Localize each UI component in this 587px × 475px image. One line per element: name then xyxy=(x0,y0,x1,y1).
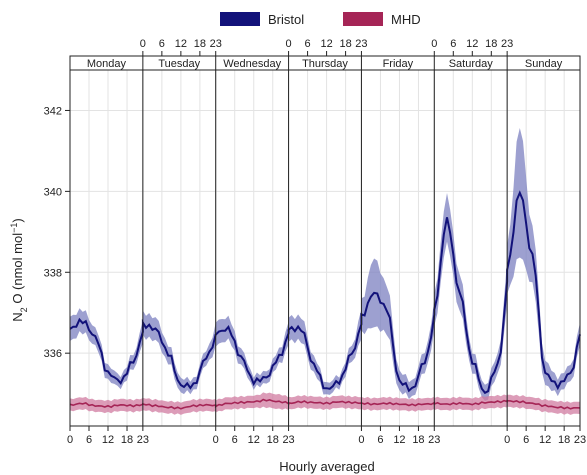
x-tick-label: 6 xyxy=(232,434,238,446)
day-strips: Monday Tuesday Wednesday Thursday Friday Satu… xyxy=(69,55,581,71)
x-tick-label: 0 xyxy=(140,38,146,50)
grid xyxy=(69,70,581,426)
legend-swatch-bristol xyxy=(220,12,260,26)
plot-border xyxy=(69,69,581,427)
x-tick-label: 12 xyxy=(466,38,478,50)
legend-label-bristol: Bristol xyxy=(268,12,304,27)
y-tick-label: 338 xyxy=(44,267,62,279)
x-tick-label: 6 xyxy=(305,38,311,50)
x-tick-label: 18 xyxy=(339,38,351,50)
x-tick-label: 0 xyxy=(431,38,437,50)
x-tick-label: 0 xyxy=(286,38,292,50)
day-label-saturday: Saturday xyxy=(449,58,494,70)
x-tick-label: 12 xyxy=(320,38,332,50)
x-tick-label: 12 xyxy=(248,434,260,446)
x-tick-label: 18 xyxy=(485,38,497,50)
x-tick-label: 23 xyxy=(355,38,367,50)
x-tick-label: 18 xyxy=(412,434,424,446)
x-tick-label: 6 xyxy=(159,38,165,50)
x-axis-bottom: 0 6 12 18 23 0 6 12 18 23 0 6 12 18 23 0 6 12 18 23 xyxy=(67,426,586,446)
line-mhd xyxy=(69,398,581,410)
x-tick-label: 12 xyxy=(175,38,187,50)
x-tick-label: 0 xyxy=(358,434,364,446)
x-tick-label: 23 xyxy=(428,434,440,446)
x-tick-label: 12 xyxy=(539,434,551,446)
day-label-monday: Monday xyxy=(87,58,127,70)
x-tick-label: 18 xyxy=(558,434,570,446)
series-lines xyxy=(69,190,581,410)
day-label-wednesday: Wednesday xyxy=(223,58,281,70)
y-axis-label: N2 O (nmol mol−1) xyxy=(9,218,29,321)
x-tick-label: 6 xyxy=(450,38,456,50)
x-tick-label: 23 xyxy=(210,38,222,50)
y-tick-label: 340 xyxy=(44,186,62,198)
x-tick-label: 23 xyxy=(137,434,149,446)
legend-label-mhd: MHD xyxy=(391,12,421,27)
x-tick-label: 23 xyxy=(574,434,586,446)
x-tick-label: 0 xyxy=(504,434,510,446)
day-label-friday: Friday xyxy=(383,58,414,70)
x-tick-label: 6 xyxy=(377,434,383,446)
uncertainty-bands xyxy=(70,128,580,415)
x-axis-label: Hourly averaged xyxy=(279,459,374,474)
x-tick-label: 12 xyxy=(393,434,405,446)
x-tick-label: 12 xyxy=(102,434,114,446)
x-axis-top: 0 6 12 18 23 0 6 12 18 23 0 6 12 18 23 xyxy=(140,38,513,56)
x-tick-label: 0 xyxy=(213,434,219,446)
band-bristol xyxy=(70,128,580,401)
x-tick-label: 18 xyxy=(121,434,133,446)
x-tick-label: 23 xyxy=(501,38,513,50)
x-tick-label: 18 xyxy=(194,38,206,50)
day-label-thursday: Thursday xyxy=(302,58,348,70)
x-tick-label: 6 xyxy=(86,434,92,446)
y-tick-label: 336 xyxy=(44,348,62,360)
legend-swatch-mhd xyxy=(343,12,383,26)
plot-frame xyxy=(69,56,581,427)
day-strip-bar xyxy=(69,55,581,71)
y-axis: 336 338 340 342 xyxy=(44,105,70,360)
x-tick-label: 23 xyxy=(282,434,294,446)
y-tick-label: 342 xyxy=(44,105,62,117)
x-tick-label: 0 xyxy=(67,434,73,446)
day-label-sunday: Sunday xyxy=(525,58,563,70)
line-bristol xyxy=(69,190,581,395)
x-tick-label: 18 xyxy=(267,434,279,446)
day-label-tuesday: Tuesday xyxy=(158,58,200,70)
x-tick-label: 6 xyxy=(523,434,529,446)
legend: Bristol MHD xyxy=(220,12,421,27)
